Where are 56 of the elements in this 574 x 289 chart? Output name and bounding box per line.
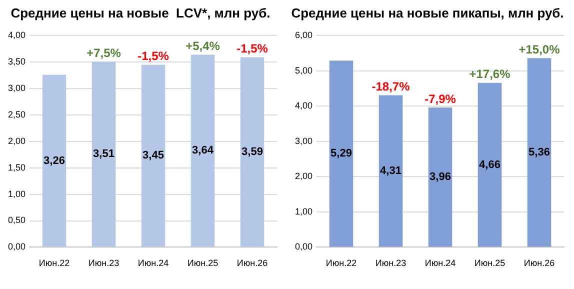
y-tick-label: 4,00	[8, 30, 26, 40]
x-tick-label: Июн.26	[236, 258, 268, 268]
x-tick-label: Июн.23	[375, 258, 406, 268]
annotation: -1,5%	[236, 42, 268, 56]
bar	[92, 62, 116, 247]
bar	[329, 60, 354, 247]
bar	[428, 108, 452, 247]
data-label: 3,64	[192, 144, 214, 157]
annotation: -18,7%	[372, 80, 410, 94]
bar	[240, 57, 264, 247]
data-label: 4,31	[380, 164, 402, 177]
annotation: +7,5%	[86, 46, 122, 60]
y-tick-label: 2,00	[8, 136, 26, 146]
y-tick-label: 0,50	[8, 215, 26, 226]
x-tick-label: Июн.22	[38, 258, 70, 268]
y-tick-label: 1,00	[294, 206, 313, 216]
y-tick-label: 3,00	[294, 136, 313, 146]
data-label: 5,29	[330, 148, 352, 160]
annotation: -7,9%	[424, 92, 456, 106]
data-label: 5,36	[528, 146, 550, 158]
y-tick-label: 4,00	[294, 100, 313, 111]
x-tick-label: Июн.26	[524, 258, 555, 268]
x-tick-label: Июн.25	[187, 258, 218, 268]
bar	[478, 82, 502, 247]
y-tick-label: 5,00	[294, 65, 313, 76]
y-tick-label: 1,50	[8, 162, 26, 172]
data-label: 3,59	[242, 146, 263, 158]
y-tick-label: 3,00	[8, 82, 26, 93]
y-tick-label: 0,00	[8, 242, 26, 252]
bar	[42, 74, 66, 247]
data-label: 3,51	[93, 148, 114, 160]
x-tick-label: Июн.24	[424, 258, 456, 268]
data-label: 3,45	[142, 150, 164, 162]
chart-title: Средние цены на новые LCV*, млн руб.	[10, 5, 270, 20]
x-tick-label: Июн.24	[138, 258, 169, 268]
x-tick-label: Июн.23	[88, 258, 120, 268]
annotation: +15,0%	[518, 42, 560, 56]
bar	[378, 95, 403, 247]
annotation: +5,4%	[186, 38, 220, 53]
bar	[190, 54, 215, 247]
annotation: -1,5%	[138, 49, 170, 64]
bar	[141, 64, 166, 247]
y-tick-label: 3,50	[8, 56, 26, 67]
data-label: 3,26	[44, 154, 65, 167]
data-label: 4,66	[479, 158, 500, 171]
bar	[527, 58, 552, 247]
y-tick-label: 6,00	[294, 30, 313, 40]
x-tick-label: Июн.22	[326, 258, 357, 268]
y-tick-label: 1,00	[8, 188, 26, 199]
chart-title: Средние цены на новые пикапы, млн руб.	[291, 5, 564, 20]
annotation: +17,6%	[469, 67, 511, 82]
y-tick-label: 2,00	[294, 171, 313, 182]
data-label: 3,96	[430, 171, 451, 184]
y-tick-label: 2,50	[8, 109, 26, 120]
x-tick-label: Июн.25	[474, 258, 506, 268]
y-tick-label: 0,00	[294, 242, 313, 252]
